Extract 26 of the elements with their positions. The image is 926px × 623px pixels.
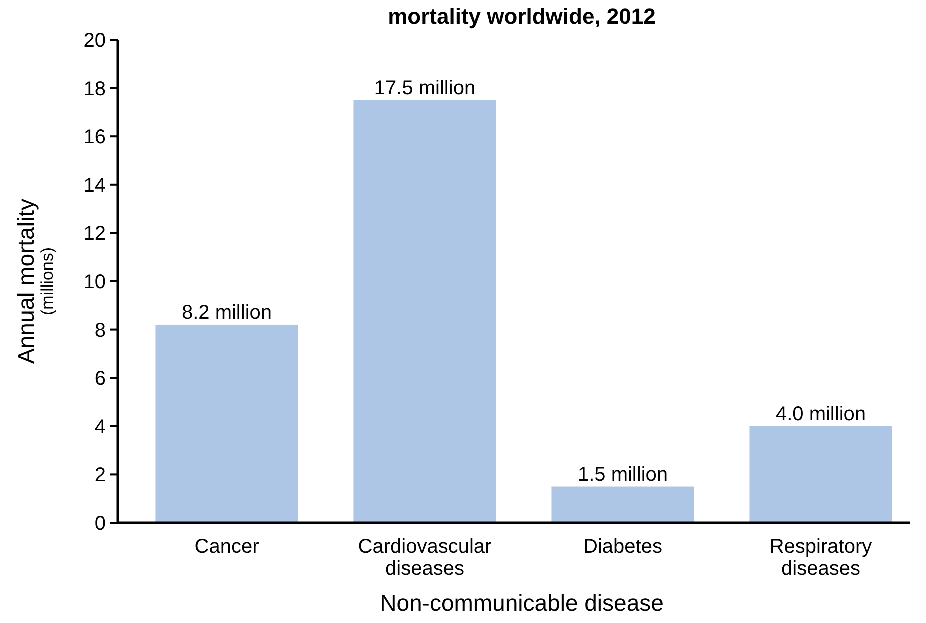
- data-label: 4.0 million: [776, 403, 866, 426]
- data-label: 8.2 million: [182, 302, 272, 324]
- chart-title: mortality worldwide, 2012: [388, 4, 656, 29]
- y-tick-label: 0: [94, 513, 106, 535]
- bar: [750, 426, 892, 523]
- y-tick-label: 16: [84, 126, 106, 149]
- x-tick-label: Respiratory diseases: [770, 536, 872, 580]
- y-tick-label: 4: [94, 416, 106, 438]
- y-tick-label: 8: [94, 320, 106, 342]
- y-tick-label: 2: [94, 464, 106, 487]
- y-tick-label: 14: [84, 174, 106, 197]
- y-tick-label: 18: [84, 78, 106, 100]
- x-axis-title: Non-communicable disease: [380, 590, 664, 616]
- data-label: 1.5 million: [578, 464, 668, 486]
- y-axis-title: Annual mortality (millions): [13, 198, 57, 364]
- bar: [354, 100, 496, 523]
- bar: [552, 486, 694, 523]
- x-tick-label: Cardiovascular diseases: [358, 536, 492, 580]
- y-tick-label: 12: [84, 223, 106, 246]
- x-tick-label: Diabetes: [584, 536, 662, 558]
- x-tick-label: Cancer: [194, 536, 260, 558]
- data-label: 17.5 million: [374, 77, 476, 100]
- y-tick-label: 10: [84, 272, 106, 294]
- bar: [156, 324, 298, 523]
- y-tick-label: 6: [94, 368, 106, 390]
- y-tick-label: 20: [84, 30, 106, 52]
